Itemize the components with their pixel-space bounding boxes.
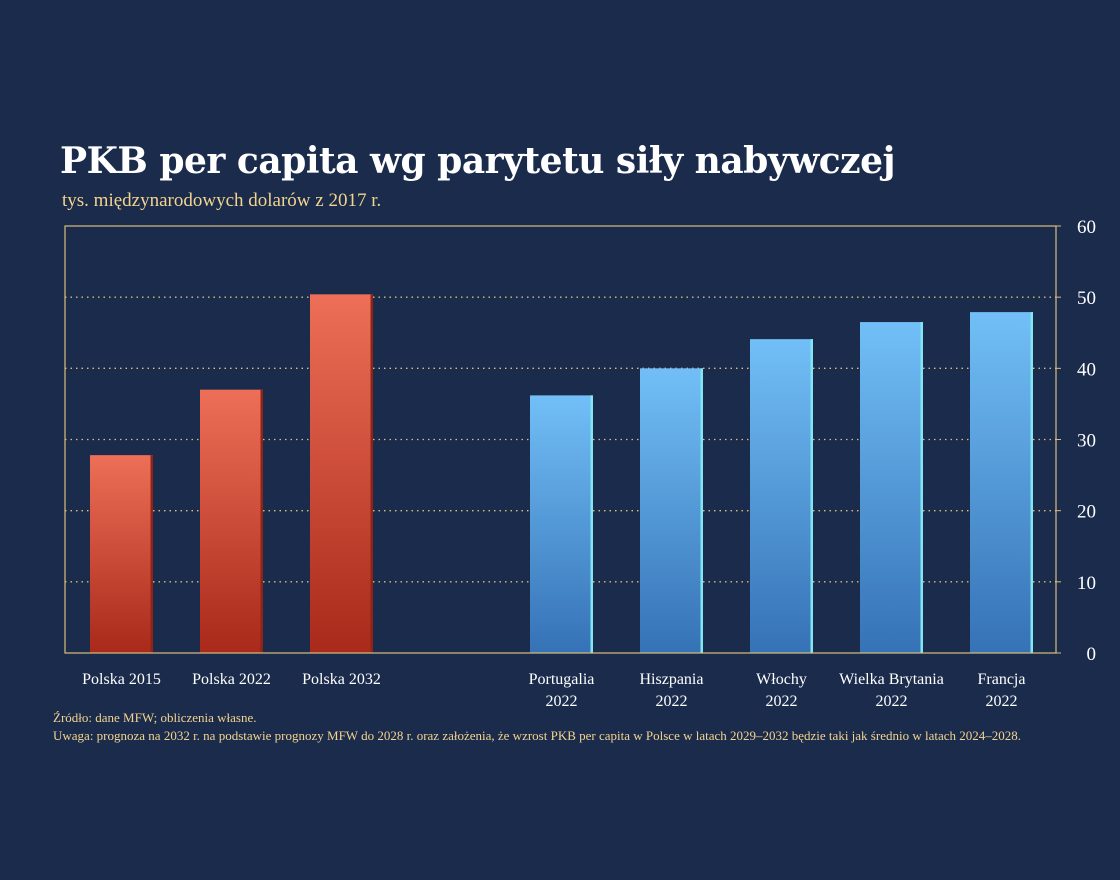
x-category-label: 2022 bbox=[986, 693, 1018, 710]
x-category-label: Francja bbox=[978, 671, 1026, 688]
bar-edge bbox=[590, 395, 593, 653]
bar-edge bbox=[260, 389, 263, 653]
y-tick-label: 20 bbox=[1077, 502, 1096, 523]
y-tick-label: 50 bbox=[1077, 288, 1096, 309]
x-category-label: 2022 bbox=[876, 693, 908, 710]
bar-edge bbox=[370, 294, 373, 653]
remark-note: Uwaga: prognoza na 2032 r. na podstawie … bbox=[53, 728, 1021, 743]
bar bbox=[750, 339, 813, 653]
x-category-label: Włochy bbox=[756, 671, 807, 688]
y-tick-label: 30 bbox=[1077, 431, 1096, 452]
y-tick-label: 60 bbox=[1077, 217, 1096, 238]
bar bbox=[860, 322, 923, 653]
bar-edge bbox=[150, 455, 153, 653]
y-tick-label: 10 bbox=[1077, 573, 1096, 594]
bar-edge bbox=[700, 368, 703, 653]
chart-title: PKB per capita wg parytetu siły nabywcze… bbox=[60, 140, 896, 182]
bar-edge bbox=[920, 322, 923, 653]
x-category-label: Polska 2015 bbox=[82, 671, 161, 688]
y-tick-label: 0 bbox=[1087, 644, 1097, 665]
x-category-label: 2022 bbox=[546, 693, 578, 710]
plot-frame bbox=[64, 225, 1057, 654]
bar bbox=[90, 455, 153, 653]
bar bbox=[970, 312, 1033, 653]
bar bbox=[200, 389, 263, 653]
x-category-label: 2022 bbox=[656, 693, 688, 710]
source-note: Źródło: dane MFW; obliczenia własne. bbox=[53, 710, 257, 725]
bar-edge bbox=[1030, 312, 1033, 653]
x-category-label: Portugalia bbox=[529, 671, 595, 688]
bar-edge bbox=[810, 339, 813, 653]
x-category-label: Hiszpania bbox=[640, 671, 704, 688]
bar bbox=[310, 294, 373, 653]
x-category-label: 2022 bbox=[766, 693, 798, 710]
x-category-label: Polska 2032 bbox=[302, 671, 381, 688]
chart-subtitle: tys. międzynarodowych dolarów z 2017 r. bbox=[62, 190, 382, 211]
bar bbox=[530, 395, 593, 653]
x-category-label: Wielka Brytania bbox=[839, 671, 944, 688]
footnotes: Źródło: dane MFW; obliczenia własne. Uwa… bbox=[53, 709, 1021, 745]
y-tick-label: 40 bbox=[1077, 359, 1096, 380]
bar bbox=[640, 368, 703, 653]
x-category-label: Polska 2022 bbox=[192, 671, 271, 688]
